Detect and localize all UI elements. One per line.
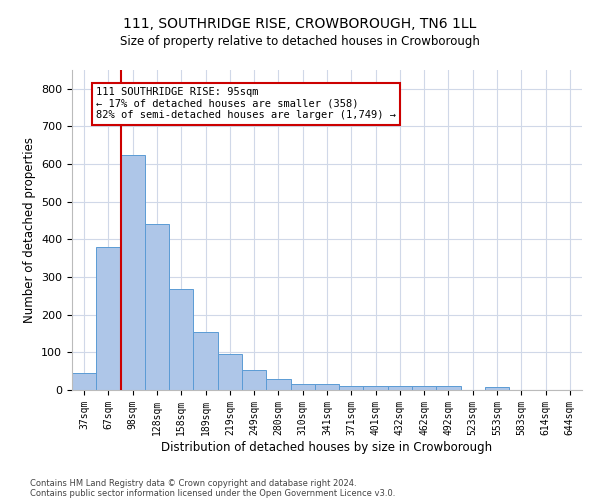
- Bar: [72, 373, 96, 390]
- Bar: [96, 247, 121, 390]
- Bar: [412, 386, 436, 390]
- Bar: [218, 354, 242, 390]
- Text: Size of property relative to detached houses in Crowborough: Size of property relative to detached ho…: [120, 35, 480, 48]
- Text: Contains HM Land Registry data © Crown copyright and database right 2024.: Contains HM Land Registry data © Crown c…: [30, 478, 356, 488]
- Bar: [121, 154, 145, 390]
- Bar: [290, 384, 315, 390]
- Bar: [242, 370, 266, 390]
- Text: 111 SOUTHRIDGE RISE: 95sqm
← 17% of detached houses are smaller (358)
82% of sem: 111 SOUTHRIDGE RISE: 95sqm ← 17% of deta…: [96, 88, 396, 120]
- Bar: [193, 332, 218, 390]
- Bar: [169, 289, 193, 390]
- Text: 111, SOUTHRIDGE RISE, CROWBOROUGH, TN6 1LL: 111, SOUTHRIDGE RISE, CROWBOROUGH, TN6 1…: [124, 18, 476, 32]
- Bar: [315, 384, 339, 390]
- X-axis label: Distribution of detached houses by size in Crowborough: Distribution of detached houses by size …: [161, 440, 493, 454]
- Bar: [485, 387, 509, 390]
- Bar: [364, 386, 388, 390]
- Bar: [266, 380, 290, 390]
- Text: Contains public sector information licensed under the Open Government Licence v3: Contains public sector information licen…: [30, 488, 395, 498]
- Bar: [388, 386, 412, 390]
- Y-axis label: Number of detached properties: Number of detached properties: [23, 137, 35, 323]
- Bar: [436, 386, 461, 390]
- Bar: [339, 386, 364, 390]
- Bar: [145, 224, 169, 390]
